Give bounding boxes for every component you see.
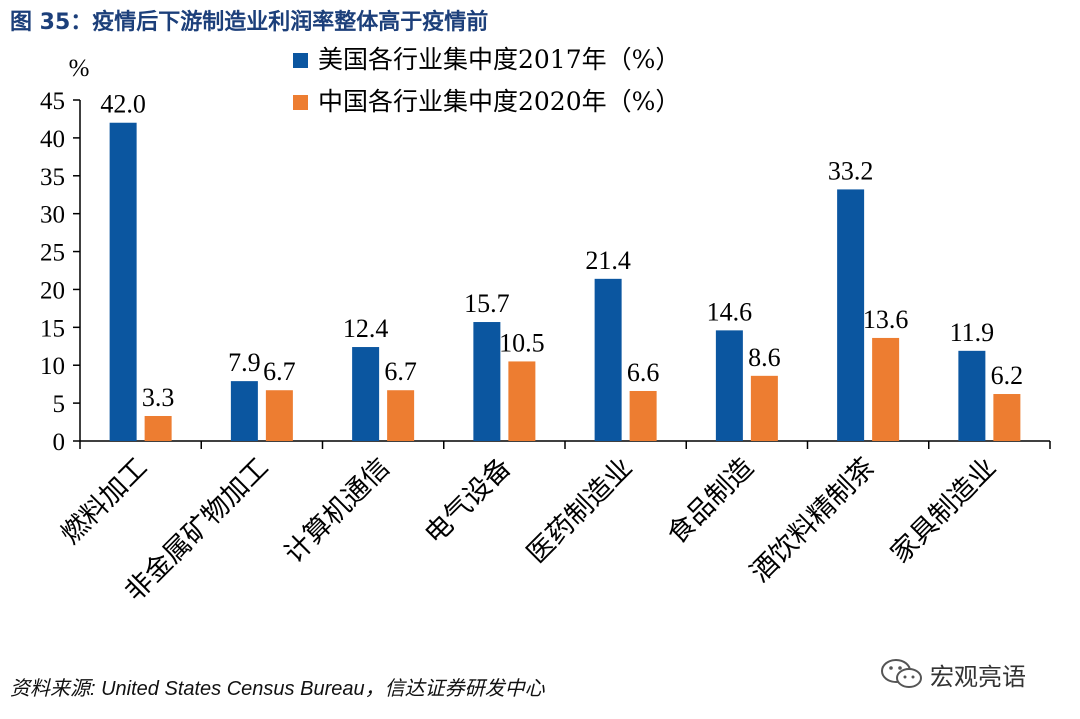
x-tick-label: 酒饮料精制茶 [745, 452, 881, 588]
bar-us-2017 [473, 322, 501, 441]
y-tick-label: 30 [40, 202, 65, 229]
data-label-cn-2020: 6.6 [627, 358, 660, 387]
y-tick-label: 25 [40, 240, 65, 267]
y-axis: 0 5 10 15 20 25 30 35 40 45% [40, 55, 89, 456]
bar-cn-2020 [387, 390, 415, 441]
x-tick-label: 医药制造业 [521, 452, 638, 569]
y-tick-label: 35 [40, 164, 65, 191]
data-label-us-2017: 21.4 [585, 246, 631, 275]
x-tick-label: 家具制造业 [885, 452, 1002, 569]
bar-us-2017 [230, 381, 258, 441]
data-label-us-2017: 15.7 [464, 289, 510, 318]
data-label-cn-2020: 6.7 [263, 357, 296, 386]
y-tick-label: 15 [40, 315, 65, 342]
x-tick-label: 燃料加工 [55, 452, 153, 550]
bar-us-2017 [837, 189, 865, 441]
bar-cn-2020 [872, 337, 900, 441]
x-tick-label: 食品制造 [662, 452, 760, 550]
data-label-cn-2020: 6.7 [384, 357, 417, 386]
x-tick-label: 计算机通信 [279, 452, 396, 569]
bar-us-2017 [958, 350, 986, 441]
bar-us-2017 [715, 330, 743, 441]
data-label-cn-2020: 6.2 [991, 361, 1024, 390]
bar-cn-2020 [629, 390, 657, 441]
data-label-cn-2020: 13.6 [863, 305, 909, 334]
legend-label-us-2017: 美国各行业集中度2017年（%） [318, 45, 680, 74]
data-label-us-2017: 12.4 [343, 314, 389, 343]
bar-cn-2020 [265, 390, 293, 441]
legend-swatch-cn-2020 [293, 95, 308, 110]
y-tick-label: 40 [40, 126, 65, 153]
legend-label-cn-2020: 中国各行业集中度2020年（%） [318, 87, 680, 116]
data-label-cn-2020: 8.6 [748, 343, 781, 372]
legend: 美国各行业集中度2017年（%） 中国各行业集中度2020年（%） [293, 45, 680, 116]
data-label-cn-2020: 10.5 [499, 328, 545, 357]
y-tick-label: 0 [53, 429, 66, 456]
bar-cn-2020 [508, 361, 536, 441]
x-tick-label: 电气设备 [419, 452, 517, 550]
source-note: 资料来源: United States Census Bureau，信达证券研发… [10, 678, 545, 700]
bar-cn-2020 [144, 415, 172, 441]
bar-us-2017 [352, 347, 380, 441]
wechat-icon [881, 659, 922, 688]
watermark-text: 宏观亮语 [930, 662, 1026, 691]
y-axis-label: % [69, 55, 90, 82]
bar-us-2017 [594, 278, 622, 441]
legend-swatch-us-2017 [293, 53, 308, 68]
bar-cn-2020 [750, 375, 778, 441]
data-label-us-2017: 11.9 [950, 318, 995, 347]
y-tick-label: 20 [40, 277, 65, 304]
bar-cn-2020 [993, 394, 1021, 441]
figure-title: 图 35：疫情后下游制造业利润率整体高于疫情前 [10, 10, 489, 35]
data-label-cn-2020: 3.3 [142, 383, 175, 412]
bars: 42.0 7.9 12.4 15.7 21.4 14.6 33.2 11.9 3.3 6.7 6.7… [100, 90, 1023, 441]
bar-us-2017 [109, 122, 137, 441]
y-tick-label: 10 [40, 353, 65, 380]
data-label-us-2017: 33.2 [828, 156, 874, 185]
y-tick-label: 45 [40, 88, 65, 115]
y-tick-label: 5 [53, 391, 66, 418]
data-label-us-2017: 7.9 [228, 348, 261, 377]
data-label-us-2017: 42.0 [100, 90, 146, 119]
data-label-us-2017: 14.6 [707, 297, 753, 326]
watermark: 宏观亮语 [880, 656, 1026, 692]
